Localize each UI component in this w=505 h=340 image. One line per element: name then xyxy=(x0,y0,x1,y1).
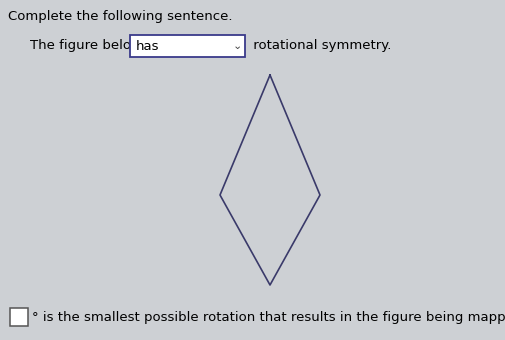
Bar xyxy=(10,308,28,326)
Text: ° is the smallest possible rotation that results in the figure being mapped onto: ° is the smallest possible rotation that… xyxy=(32,310,505,323)
Text: has: has xyxy=(136,39,160,52)
Text: Complete the following sentence.: Complete the following sentence. xyxy=(8,10,232,23)
Text: The figure below: The figure below xyxy=(30,39,146,52)
Text: ⌄: ⌄ xyxy=(232,41,242,51)
Bar xyxy=(130,35,245,57)
Text: rotational symmetry.: rotational symmetry. xyxy=(249,39,391,52)
